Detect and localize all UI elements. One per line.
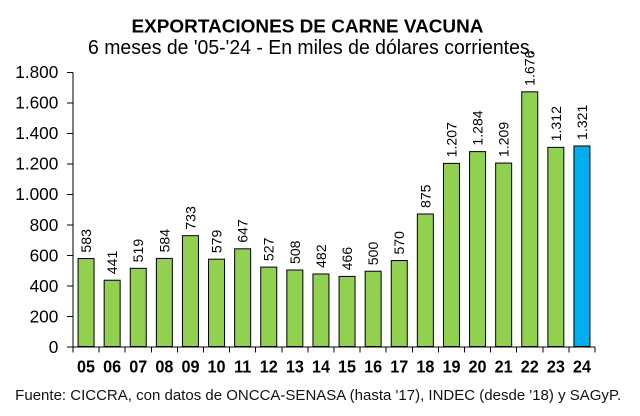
svg-text:13: 13 xyxy=(286,357,304,377)
svg-text:500: 500 xyxy=(365,242,381,266)
svg-text:09: 09 xyxy=(181,357,199,377)
svg-text:06: 06 xyxy=(103,357,121,377)
svg-text:21: 21 xyxy=(495,357,513,377)
svg-text:579: 579 xyxy=(209,229,225,253)
svg-text:19: 19 xyxy=(442,357,460,377)
svg-text:15: 15 xyxy=(338,357,356,377)
svg-text:733: 733 xyxy=(182,206,198,230)
svg-text:05: 05 xyxy=(77,357,95,377)
svg-text:10: 10 xyxy=(208,357,226,377)
svg-text:400: 400 xyxy=(30,276,59,296)
svg-text:Fuente: CICCRA, con datos de O: Fuente: CICCRA, con datos de ONCCA-SENAS… xyxy=(15,387,621,404)
svg-text:200: 200 xyxy=(30,306,59,326)
svg-text:1.200: 1.200 xyxy=(15,154,58,174)
svg-text:14: 14 xyxy=(312,357,330,377)
svg-text:1.312: 1.312 xyxy=(548,106,564,141)
svg-text:519: 519 xyxy=(130,239,146,263)
svg-text:1.400: 1.400 xyxy=(15,123,58,143)
svg-text:1.284: 1.284 xyxy=(470,110,486,145)
svg-text:600: 600 xyxy=(30,245,59,265)
svg-text:527: 527 xyxy=(261,237,277,261)
svg-text:EXPORTACIONES DE CARNE VACUNA: EXPORTACIONES DE CARNE VACUNA xyxy=(132,16,484,37)
svg-text:20: 20 xyxy=(469,357,487,377)
svg-text:583: 583 xyxy=(78,229,94,253)
svg-text:0: 0 xyxy=(49,337,59,357)
svg-text:441: 441 xyxy=(104,251,120,275)
svg-text:466: 466 xyxy=(339,247,355,271)
svg-text:1.321: 1.321 xyxy=(574,105,590,140)
svg-text:1.209: 1.209 xyxy=(496,122,512,157)
svg-text:08: 08 xyxy=(155,357,173,377)
svg-text:18: 18 xyxy=(416,357,434,377)
svg-text:482: 482 xyxy=(313,244,329,268)
svg-text:800: 800 xyxy=(30,215,59,235)
svg-text:1.800: 1.800 xyxy=(15,62,58,82)
svg-text:6 meses de '05-'24 - En miles: 6 meses de '05-'24 - En miles de dólares… xyxy=(88,37,535,59)
svg-text:584: 584 xyxy=(156,229,172,253)
svg-text:1.000: 1.000 xyxy=(15,184,58,204)
svg-text:647: 647 xyxy=(235,219,251,243)
svg-text:22: 22 xyxy=(521,357,539,377)
svg-text:508: 508 xyxy=(287,240,303,264)
svg-text:875: 875 xyxy=(417,184,433,208)
svg-text:1.207: 1.207 xyxy=(443,122,459,157)
svg-text:11: 11 xyxy=(234,357,252,377)
svg-text:570: 570 xyxy=(391,231,407,255)
svg-text:12: 12 xyxy=(260,357,278,377)
svg-text:07: 07 xyxy=(129,357,147,377)
svg-text:17: 17 xyxy=(390,357,408,377)
svg-text:1.676: 1.676 xyxy=(522,50,538,85)
svg-text:1.600: 1.600 xyxy=(15,93,58,113)
svg-text:24: 24 xyxy=(573,357,591,377)
svg-text:23: 23 xyxy=(547,357,565,377)
svg-text:16: 16 xyxy=(364,357,382,377)
